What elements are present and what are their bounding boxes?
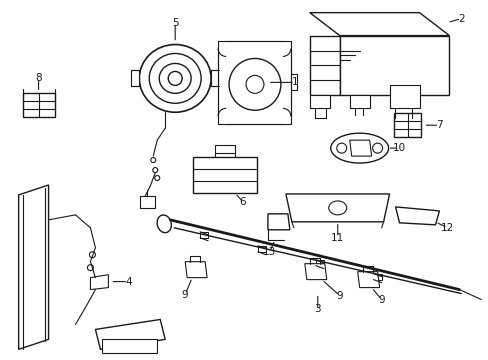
Polygon shape [90,275,108,289]
Ellipse shape [87,265,93,271]
Text: 5: 5 [172,18,178,28]
Ellipse shape [150,158,156,163]
Ellipse shape [154,176,160,180]
Polygon shape [22,93,55,117]
Polygon shape [395,207,439,225]
Polygon shape [285,194,389,222]
Polygon shape [309,36,339,95]
Ellipse shape [372,143,382,153]
Text: 1: 1 [291,77,298,87]
Ellipse shape [336,143,346,153]
Polygon shape [304,264,326,280]
Ellipse shape [152,167,158,172]
Polygon shape [215,145,235,153]
Polygon shape [357,272,379,288]
Bar [102,339,157,353]
Text: 7: 7 [435,120,442,130]
Text: 9: 9 [336,291,343,301]
Polygon shape [309,95,329,108]
Text: 12: 12 [440,223,453,233]
Ellipse shape [89,252,95,258]
Polygon shape [349,95,369,108]
Text: 10: 10 [392,143,406,153]
Polygon shape [211,71,219,86]
Bar [200,232,208,238]
Bar [373,274,381,280]
Polygon shape [218,41,290,124]
Ellipse shape [159,63,191,93]
Text: 4: 4 [125,276,131,287]
Ellipse shape [168,71,182,85]
Text: 11: 11 [330,233,344,243]
Polygon shape [267,214,289,230]
Polygon shape [393,113,421,137]
Polygon shape [309,13,448,36]
Ellipse shape [149,54,201,103]
Polygon shape [95,319,165,349]
Polygon shape [131,71,139,86]
Polygon shape [19,185,48,349]
Text: 13: 13 [263,247,276,257]
Polygon shape [389,85,419,108]
Polygon shape [140,196,155,208]
Ellipse shape [228,58,280,110]
Ellipse shape [330,133,388,163]
Text: 9: 9 [378,294,384,305]
Polygon shape [339,36,448,95]
Bar [258,246,265,252]
Text: 3: 3 [314,305,321,315]
Polygon shape [185,262,207,278]
Bar [315,260,323,266]
Ellipse shape [139,45,211,112]
Bar [193,157,256,193]
Ellipse shape [157,215,171,233]
Text: 2: 2 [457,14,464,24]
Ellipse shape [245,75,264,93]
Text: 8: 8 [35,73,42,84]
Ellipse shape [328,201,346,215]
Polygon shape [349,140,371,156]
Text: 9: 9 [182,289,188,300]
Text: 6: 6 [239,197,246,207]
